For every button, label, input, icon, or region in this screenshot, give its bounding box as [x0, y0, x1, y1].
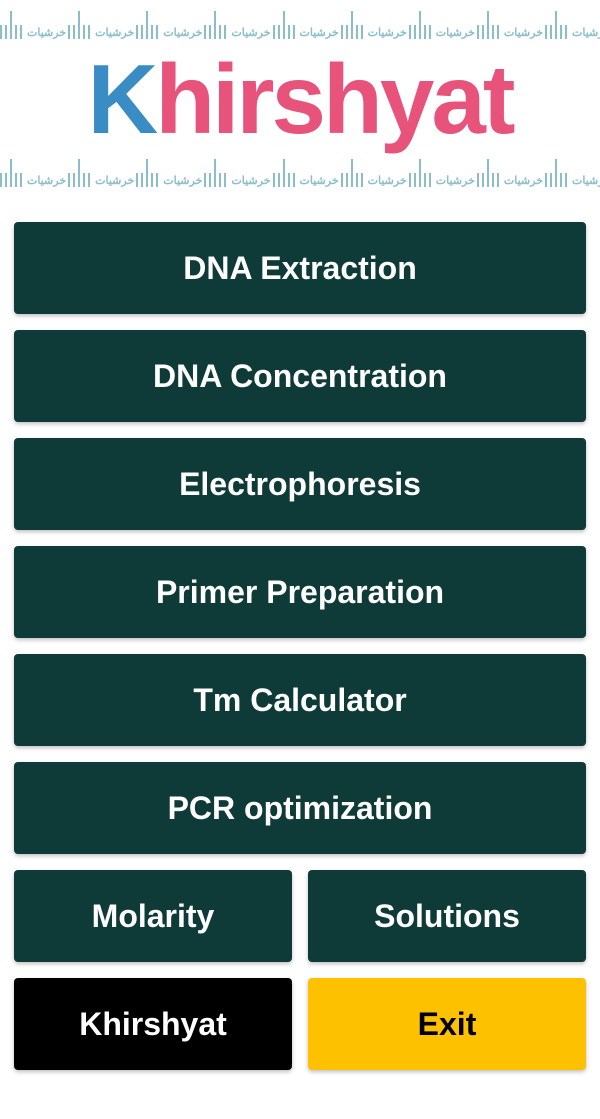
solutions-button[interactable]: Solutions: [308, 870, 586, 962]
dna-extraction-button[interactable]: DNA Extraction: [14, 222, 586, 314]
app-header: خرشياتخرشياتخرشياتخرشياتخرشياتخرشياتخرشي…: [0, 0, 600, 210]
logo-rest: hirshyat: [155, 44, 512, 154]
bottom-ruler: خرشياتخرشياتخرشياتخرشياتخرشياتخرشياتخرشي…: [0, 153, 600, 193]
top-ruler: خرشياتخرشياتخرشياتخرشياتخرشياتخرشياتخرشي…: [0, 5, 600, 45]
dna-concentration-button[interactable]: DNA Concentration: [14, 330, 586, 422]
logo-letter-k: K: [87, 44, 155, 154]
main-menu: DNA Extraction DNA Concentration Electro…: [0, 210, 600, 1082]
molarity-button[interactable]: Molarity: [14, 870, 292, 962]
app-logo: Khirshyat: [0, 45, 600, 153]
exit-button[interactable]: Exit: [308, 978, 586, 1070]
tm-calculator-button[interactable]: Tm Calculator: [14, 654, 586, 746]
khirshyat-button[interactable]: Khirshyat: [14, 978, 292, 1070]
pcr-optimization-button[interactable]: PCR optimization: [14, 762, 586, 854]
electrophoresis-button[interactable]: Electrophoresis: [14, 438, 586, 530]
button-row-1: Molarity Solutions: [14, 870, 586, 962]
primer-preparation-button[interactable]: Primer Preparation: [14, 546, 586, 638]
button-row-2: Khirshyat Exit: [14, 978, 586, 1070]
